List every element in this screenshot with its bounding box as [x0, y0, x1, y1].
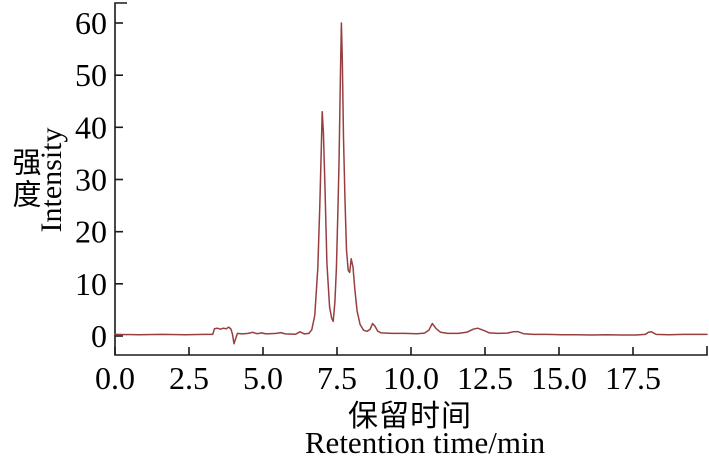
y-tick-label: 0	[91, 318, 107, 354]
x-ticks	[114, 347, 634, 355]
y-axis-label-zh: 强度	[8, 147, 40, 211]
x-tick-label: 17.5	[605, 360, 661, 396]
x-tick-labels: 0.0 2.5 5.0 7.5 10.0 12.5 15.0 17.5	[95, 360, 661, 396]
axis-frame	[114, 2, 708, 356]
series-line	[114, 22, 708, 345]
y-tick-label: 20	[75, 214, 107, 250]
y-tick-labels: 0 10 20 30 40 50 60	[75, 5, 107, 354]
y-tick-label: 40	[75, 109, 107, 145]
x-tick-label: 12.5	[457, 360, 513, 396]
y-tick-label: 10	[75, 266, 107, 302]
x-tick-label: 7.5	[317, 360, 357, 396]
x-tick-label: 2.5	[169, 360, 209, 396]
y-tick-label: 60	[75, 5, 107, 41]
y-axis-label-en: Intensity	[35, 127, 68, 233]
x-tick-label: 0.0	[95, 360, 135, 396]
y-tick-label: 30	[75, 162, 107, 198]
x-tick-label: 5.0	[243, 360, 283, 396]
x-axis-label-zh: 保留时间	[348, 400, 472, 433]
x-axis-label-en: Retention time/min	[304, 425, 546, 459]
y-ticks	[115, 22, 123, 337]
x-tick-label: 15.0	[531, 360, 587, 396]
y-tick-label: 50	[75, 57, 107, 93]
x-tick-label: 10.0	[383, 360, 439, 396]
